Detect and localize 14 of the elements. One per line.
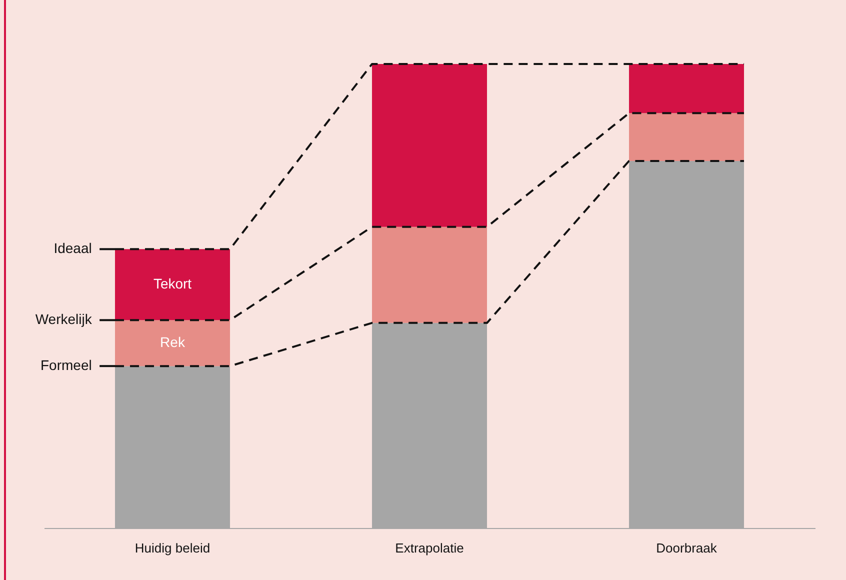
bar <box>372 64 488 227</box>
x-tick-label: Doorbraak <box>656 540 718 556</box>
bar <box>628 113 744 161</box>
series-label: Tekort <box>153 276 192 292</box>
bar <box>628 64 744 114</box>
annotation: Werkelijk <box>35 311 93 328</box>
x-tick-label: Extrapolatie <box>395 540 464 556</box>
annotation: Ideaal <box>54 240 92 256</box>
bar <box>372 226 488 323</box>
series-label: Rek <box>160 334 186 350</box>
bar <box>114 320 230 366</box>
bar <box>114 249 230 320</box>
annotation: Formeel <box>40 357 92 374</box>
x-tick-label: Huidig beleid <box>134 540 210 556</box>
